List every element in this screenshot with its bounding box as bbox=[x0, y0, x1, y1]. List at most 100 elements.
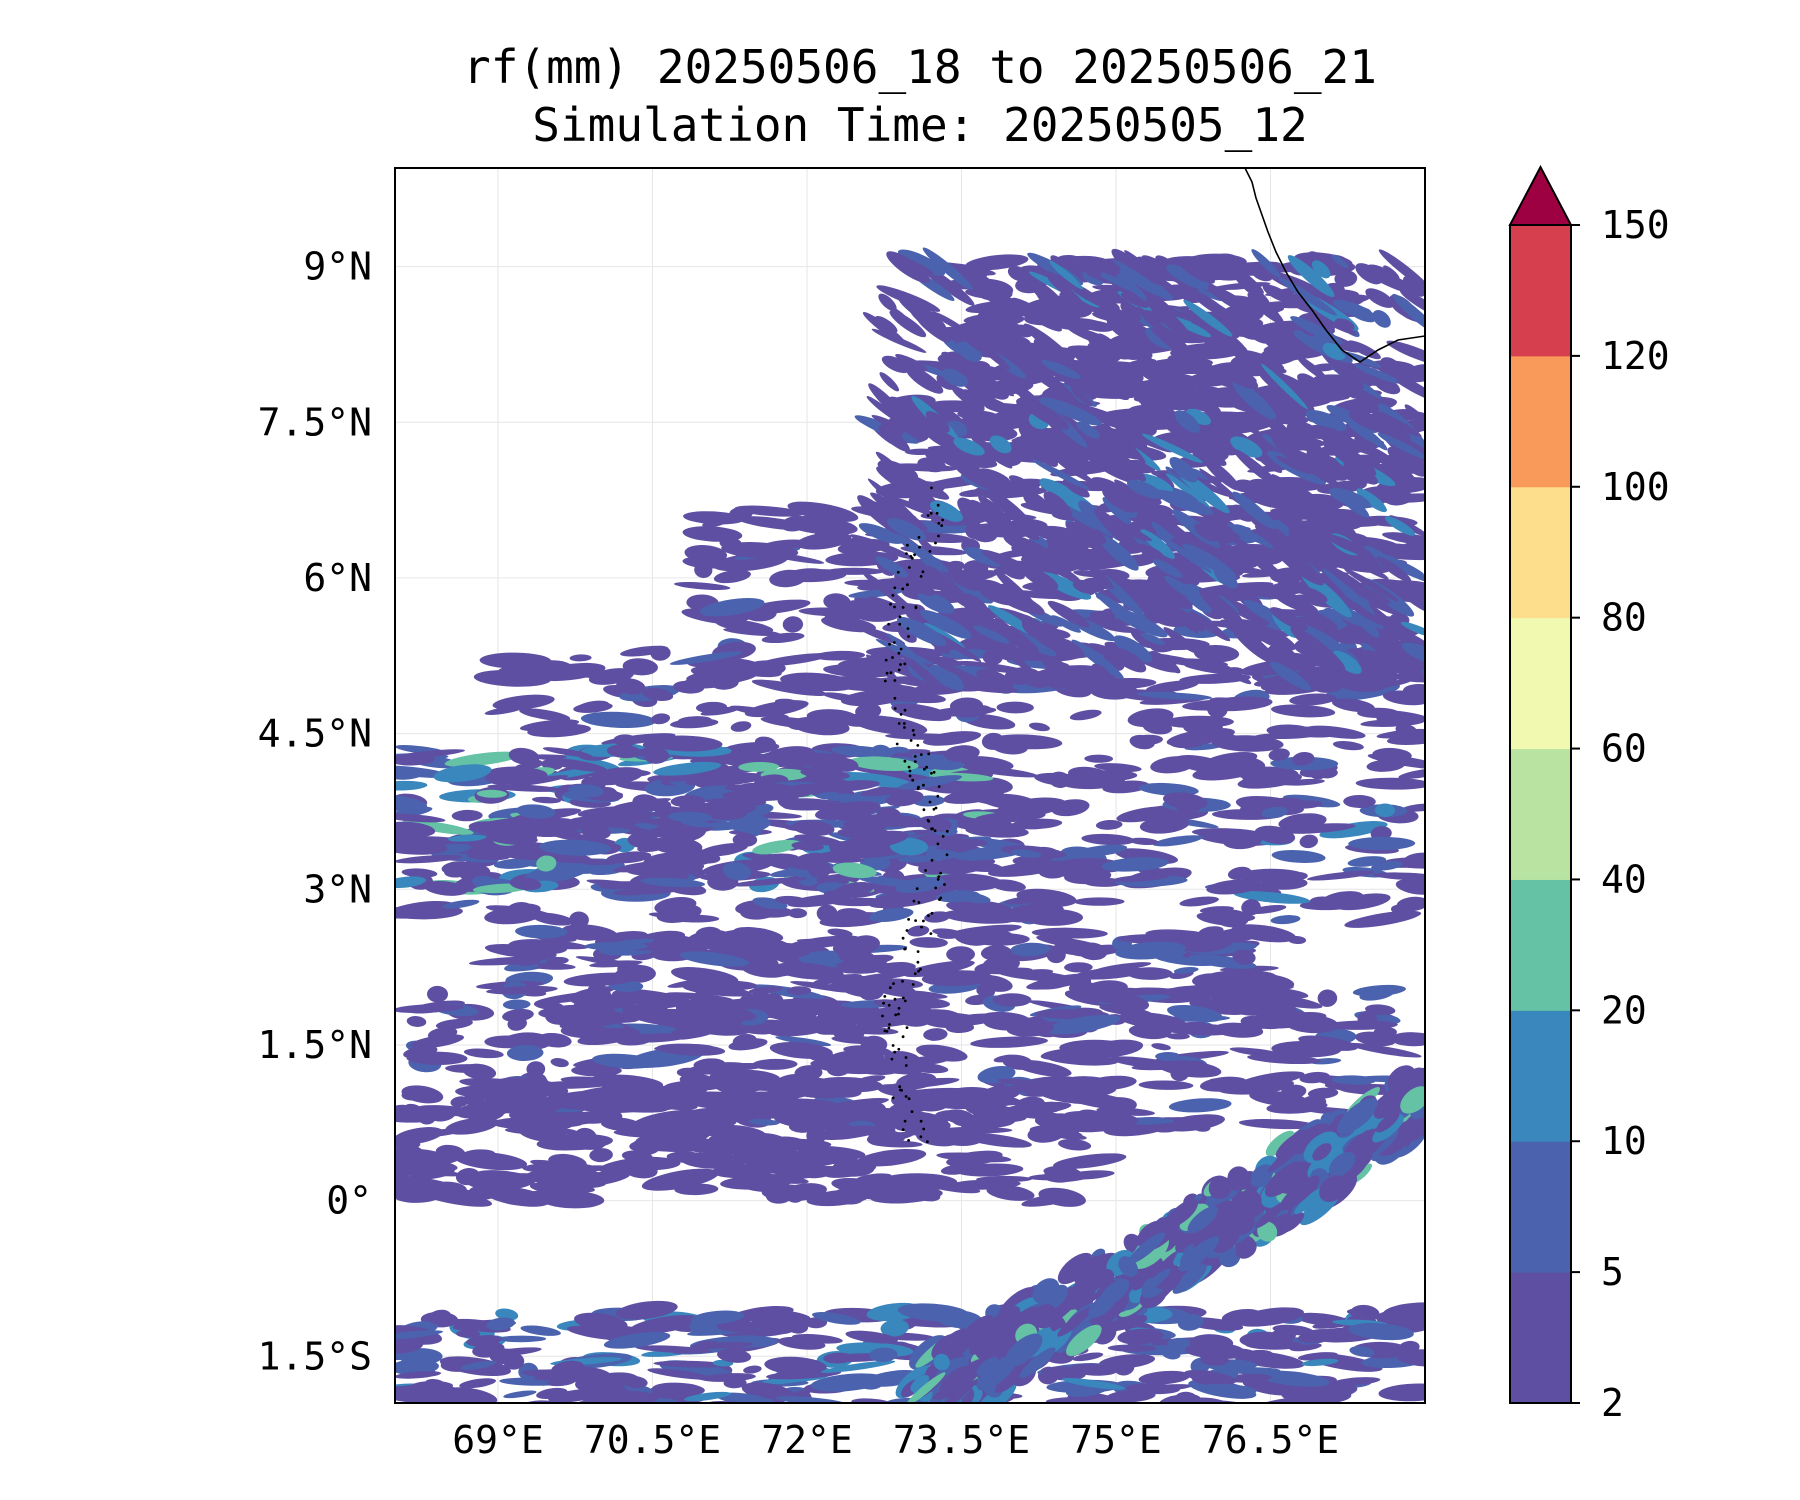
rain-cell bbox=[1081, 833, 1135, 846]
rain-cell bbox=[520, 1325, 561, 1336]
atoll-dot bbox=[930, 911, 934, 915]
rain-cell bbox=[832, 862, 877, 879]
rain-cell bbox=[410, 1034, 464, 1049]
rain-cell bbox=[467, 852, 511, 861]
rain-cell bbox=[1299, 1071, 1330, 1084]
rain-cell bbox=[1347, 1042, 1422, 1058]
rain-cell bbox=[974, 811, 1046, 823]
rain-cell bbox=[1073, 1255, 1106, 1285]
rain-cell bbox=[1331, 698, 1375, 713]
rain-cell bbox=[1306, 449, 1337, 468]
rain-cell bbox=[1179, 378, 1211, 387]
atoll-dot bbox=[930, 486, 933, 490]
rain-cell bbox=[395, 794, 428, 812]
rain-cell bbox=[1122, 366, 1144, 383]
rain-cell bbox=[1074, 967, 1145, 980]
atoll-dot bbox=[907, 918, 910, 921]
rain-cell bbox=[1319, 1175, 1348, 1202]
rain-cell bbox=[684, 1391, 731, 1402]
rain-cell bbox=[1091, 268, 1140, 294]
rain-cell bbox=[1203, 1200, 1237, 1231]
rain-cell bbox=[1045, 636, 1084, 656]
rain-cell bbox=[1168, 1023, 1238, 1036]
rain-cell bbox=[908, 1188, 941, 1202]
rain-cell bbox=[969, 422, 988, 430]
rain-cell bbox=[958, 626, 1022, 655]
rain-cell bbox=[616, 678, 646, 695]
y-tick-label: 0° bbox=[326, 1179, 372, 1223]
rain-cell bbox=[1008, 513, 1048, 539]
rain-cell bbox=[507, 1016, 527, 1031]
rain-cell bbox=[1398, 588, 1425, 614]
rain-cell bbox=[835, 908, 870, 923]
rain-cell bbox=[1349, 1346, 1375, 1357]
rain-cell bbox=[1020, 398, 1069, 430]
atoll-dot bbox=[905, 929, 909, 932]
rain-cell bbox=[1400, 621, 1425, 638]
rain-cell bbox=[931, 311, 969, 334]
rain-cell bbox=[1325, 534, 1373, 557]
rain-cell bbox=[1367, 408, 1422, 437]
colorbar-tick-label: 60 bbox=[1601, 727, 1647, 771]
rain-cell bbox=[1041, 1101, 1062, 1113]
rain-cell bbox=[1112, 874, 1170, 882]
rain-cell bbox=[706, 1016, 744, 1026]
rainfall-field bbox=[395, 247, 1425, 1403]
atoll-dot bbox=[902, 722, 906, 725]
rain-cell bbox=[924, 451, 941, 466]
rain-cell bbox=[723, 1377, 747, 1389]
rain-cell bbox=[780, 1118, 855, 1131]
rain-cell bbox=[1230, 436, 1263, 458]
rain-cell bbox=[532, 796, 561, 804]
atoll-dot bbox=[913, 760, 917, 763]
rain-cell bbox=[1182, 699, 1249, 711]
rain-cell bbox=[833, 1024, 865, 1042]
rain-cell bbox=[1266, 271, 1325, 298]
atoll-dot bbox=[930, 771, 933, 775]
rain-cell bbox=[1063, 478, 1090, 498]
rain-cell bbox=[918, 422, 952, 443]
rain-cell bbox=[775, 1396, 848, 1403]
x-tick-label: 70.5°E bbox=[584, 1418, 721, 1462]
rain-cell bbox=[918, 815, 952, 832]
rain-cell bbox=[1297, 1352, 1338, 1361]
rain-cell bbox=[606, 851, 652, 864]
atoll-dot bbox=[945, 853, 949, 857]
rain-cell bbox=[931, 706, 997, 717]
rain-cell bbox=[496, 1335, 547, 1343]
atoll-dot bbox=[883, 679, 887, 683]
rain-cell bbox=[1041, 1366, 1086, 1381]
rain-cell bbox=[1404, 404, 1425, 438]
rain-cell bbox=[1358, 414, 1399, 438]
maldives-atolls bbox=[881, 486, 949, 1143]
rain-cell bbox=[889, 496, 939, 517]
colorbar: 2 5 10 20 40 60 80 100 120 150 bbox=[1508, 164, 1670, 1425]
colorbar-frame bbox=[1509, 224, 1572, 1404]
rain-cell bbox=[486, 1317, 516, 1331]
rain-cell bbox=[1211, 735, 1284, 752]
rain-cell bbox=[1043, 491, 1073, 520]
rain-cell bbox=[815, 801, 881, 821]
rain-cell bbox=[1287, 800, 1323, 809]
rain-cell bbox=[879, 1173, 958, 1192]
rain-cell bbox=[1016, 888, 1077, 907]
rain-cell bbox=[1146, 594, 1206, 632]
rain-cell bbox=[980, 615, 1039, 653]
rain-cell bbox=[1152, 559, 1183, 578]
rain-cell bbox=[897, 1303, 970, 1322]
map-axes: 69°E 70.5°E 72°E 73.5°E 75°E 76.5°E 9°N 7.5°N 6°… bbox=[258, 245, 1340, 1462]
rain-cell bbox=[1006, 1020, 1054, 1037]
rain-cell bbox=[1151, 1043, 1171, 1051]
rain-cell bbox=[484, 944, 557, 959]
rain-cell bbox=[946, 899, 1013, 916]
rain-cell bbox=[745, 660, 786, 677]
colorbar-segment bbox=[1510, 1010, 1571, 1142]
rain-cell bbox=[823, 890, 860, 899]
rain-cell bbox=[1028, 722, 1050, 732]
rain-cell bbox=[1305, 410, 1347, 432]
rain-cell bbox=[959, 1132, 1032, 1148]
rain-cell bbox=[1275, 455, 1311, 475]
rain-cell bbox=[873, 999, 932, 1013]
rain-cell bbox=[509, 1109, 528, 1119]
rain-cell bbox=[661, 1130, 711, 1145]
